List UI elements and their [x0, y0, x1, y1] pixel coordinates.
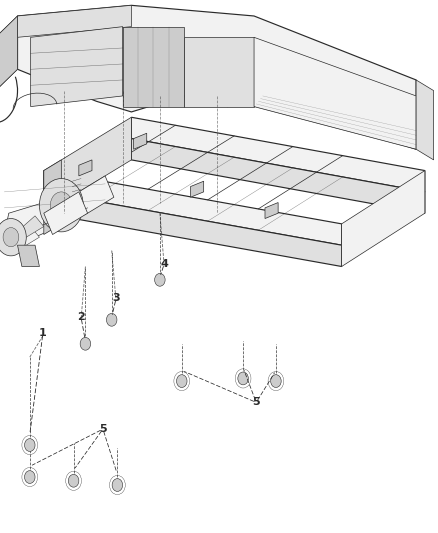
Circle shape	[39, 179, 83, 232]
Circle shape	[80, 337, 91, 350]
Polygon shape	[44, 192, 88, 235]
Polygon shape	[18, 5, 131, 37]
Polygon shape	[44, 117, 131, 213]
Text: 1: 1	[39, 328, 47, 338]
Polygon shape	[416, 80, 434, 160]
Text: 2: 2	[77, 312, 85, 322]
Polygon shape	[131, 139, 425, 213]
Polygon shape	[123, 27, 184, 107]
Text: 3: 3	[112, 294, 120, 303]
Polygon shape	[134, 133, 147, 149]
Polygon shape	[18, 5, 416, 149]
Polygon shape	[0, 16, 18, 91]
Circle shape	[3, 228, 19, 247]
Circle shape	[271, 375, 281, 387]
Polygon shape	[265, 203, 278, 219]
Polygon shape	[79, 160, 92, 176]
Text: 5: 5	[252, 398, 260, 407]
Polygon shape	[191, 181, 204, 197]
Circle shape	[238, 372, 248, 385]
Polygon shape	[44, 171, 342, 245]
Circle shape	[106, 313, 117, 326]
Text: 4: 4	[160, 259, 168, 269]
Polygon shape	[18, 245, 39, 266]
Polygon shape	[44, 160, 61, 235]
Polygon shape	[31, 27, 123, 107]
Circle shape	[50, 192, 72, 219]
Circle shape	[112, 479, 123, 491]
Circle shape	[25, 471, 35, 483]
Polygon shape	[254, 37, 416, 149]
Circle shape	[155, 273, 165, 286]
Circle shape	[68, 474, 79, 487]
Polygon shape	[131, 117, 425, 192]
Polygon shape	[342, 171, 425, 266]
Polygon shape	[0, 16, 18, 91]
Text: 5: 5	[99, 424, 107, 434]
Polygon shape	[11, 227, 39, 248]
Polygon shape	[44, 192, 342, 266]
Circle shape	[25, 439, 35, 451]
Circle shape	[0, 219, 26, 256]
Circle shape	[177, 375, 187, 387]
Polygon shape	[184, 37, 254, 107]
Polygon shape	[11, 216, 44, 237]
Polygon shape	[4, 176, 114, 245]
